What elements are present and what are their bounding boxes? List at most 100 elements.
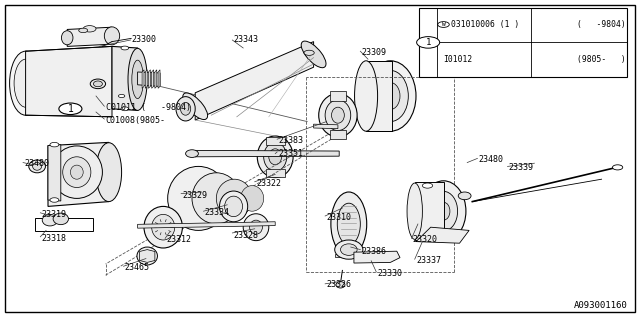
Polygon shape: [158, 70, 160, 88]
Ellipse shape: [612, 165, 623, 170]
Ellipse shape: [10, 51, 42, 115]
Polygon shape: [330, 130, 346, 139]
Ellipse shape: [183, 93, 207, 120]
Ellipse shape: [304, 50, 314, 55]
Ellipse shape: [42, 214, 58, 226]
Ellipse shape: [70, 165, 83, 179]
Ellipse shape: [225, 196, 243, 217]
Text: A093001160: A093001160: [573, 301, 627, 310]
Text: 23309: 23309: [362, 48, 387, 57]
Ellipse shape: [365, 61, 416, 131]
Ellipse shape: [121, 107, 129, 111]
Text: 031010006 (1 ): 031010006 (1 ): [451, 20, 520, 29]
Text: 23330: 23330: [378, 269, 403, 278]
Ellipse shape: [180, 102, 191, 115]
Ellipse shape: [29, 160, 45, 173]
Text: 23386: 23386: [362, 247, 387, 256]
Text: C01011 (   -9804): C01011 ( -9804): [106, 103, 191, 112]
Polygon shape: [155, 70, 157, 88]
Polygon shape: [140, 250, 155, 262]
Polygon shape: [138, 72, 160, 86]
Text: 23318: 23318: [42, 234, 67, 243]
Ellipse shape: [168, 166, 229, 230]
Ellipse shape: [336, 282, 345, 288]
Text: 23351: 23351: [278, 149, 303, 158]
Ellipse shape: [269, 149, 282, 165]
Polygon shape: [112, 46, 138, 110]
Polygon shape: [145, 70, 147, 88]
Ellipse shape: [93, 81, 102, 87]
Text: 23326: 23326: [326, 280, 351, 289]
Ellipse shape: [158, 233, 168, 237]
Ellipse shape: [216, 179, 252, 218]
Text: 23312: 23312: [166, 236, 191, 244]
Ellipse shape: [458, 192, 471, 200]
Ellipse shape: [325, 100, 351, 131]
Bar: [35, 218, 93, 231]
Ellipse shape: [264, 142, 287, 171]
Text: 23334: 23334: [205, 208, 230, 217]
Polygon shape: [354, 251, 400, 263]
Ellipse shape: [132, 60, 143, 99]
Ellipse shape: [437, 202, 450, 220]
Polygon shape: [314, 124, 338, 129]
Text: C01008(9805-: C01008(9805-: [106, 116, 166, 124]
Ellipse shape: [241, 186, 264, 211]
Ellipse shape: [14, 59, 37, 107]
Ellipse shape: [257, 136, 293, 178]
Ellipse shape: [355, 61, 378, 131]
Ellipse shape: [335, 240, 363, 259]
Ellipse shape: [50, 142, 59, 147]
Ellipse shape: [301, 41, 326, 68]
Ellipse shape: [148, 225, 159, 229]
Text: 23339: 23339: [509, 164, 534, 172]
Polygon shape: [138, 222, 275, 228]
Circle shape: [59, 103, 82, 115]
Ellipse shape: [429, 191, 458, 231]
Text: 23310: 23310: [326, 213, 351, 222]
Ellipse shape: [372, 70, 408, 122]
Polygon shape: [67, 27, 112, 46]
Ellipse shape: [337, 203, 360, 245]
Text: 23329: 23329: [182, 191, 207, 200]
Text: 23337: 23337: [416, 256, 441, 265]
Ellipse shape: [332, 107, 344, 123]
Text: 23383: 23383: [278, 136, 303, 145]
Ellipse shape: [79, 28, 88, 33]
Polygon shape: [26, 46, 112, 117]
Text: I01012: I01012: [444, 55, 473, 64]
Polygon shape: [330, 91, 346, 101]
Ellipse shape: [381, 83, 400, 109]
Text: (9805-   ): (9805- ): [577, 55, 625, 64]
Circle shape: [417, 36, 440, 48]
Text: 23343: 23343: [234, 36, 259, 44]
Polygon shape: [266, 137, 285, 145]
Text: W: W: [442, 22, 445, 27]
Ellipse shape: [421, 181, 466, 242]
Text: 23328: 23328: [234, 231, 259, 240]
Polygon shape: [48, 145, 61, 201]
Ellipse shape: [141, 251, 153, 261]
Ellipse shape: [220, 191, 248, 222]
Ellipse shape: [50, 198, 59, 202]
Ellipse shape: [422, 183, 433, 188]
Text: 23322: 23322: [256, 180, 281, 188]
Text: 23319: 23319: [42, 210, 67, 219]
Ellipse shape: [331, 192, 367, 256]
Ellipse shape: [151, 231, 161, 235]
Text: 23320: 23320: [413, 236, 438, 244]
Ellipse shape: [137, 247, 157, 265]
Polygon shape: [195, 150, 339, 157]
Ellipse shape: [118, 94, 125, 98]
Ellipse shape: [250, 220, 262, 234]
Ellipse shape: [83, 26, 96, 32]
Text: 1: 1: [426, 38, 431, 47]
Text: (   -9804): ( -9804): [577, 20, 625, 29]
Polygon shape: [152, 70, 154, 88]
Text: 23300: 23300: [131, 36, 156, 44]
Text: 23465: 23465: [125, 263, 150, 272]
Polygon shape: [416, 227, 469, 243]
Text: 1: 1: [67, 104, 74, 114]
Ellipse shape: [165, 220, 175, 223]
Ellipse shape: [422, 234, 433, 239]
